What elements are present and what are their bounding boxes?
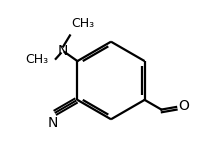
Text: CH₃: CH₃: [25, 53, 48, 66]
Text: CH₃: CH₃: [71, 17, 95, 30]
Text: N: N: [48, 116, 58, 130]
Text: O: O: [178, 99, 189, 113]
Text: N: N: [57, 44, 68, 58]
